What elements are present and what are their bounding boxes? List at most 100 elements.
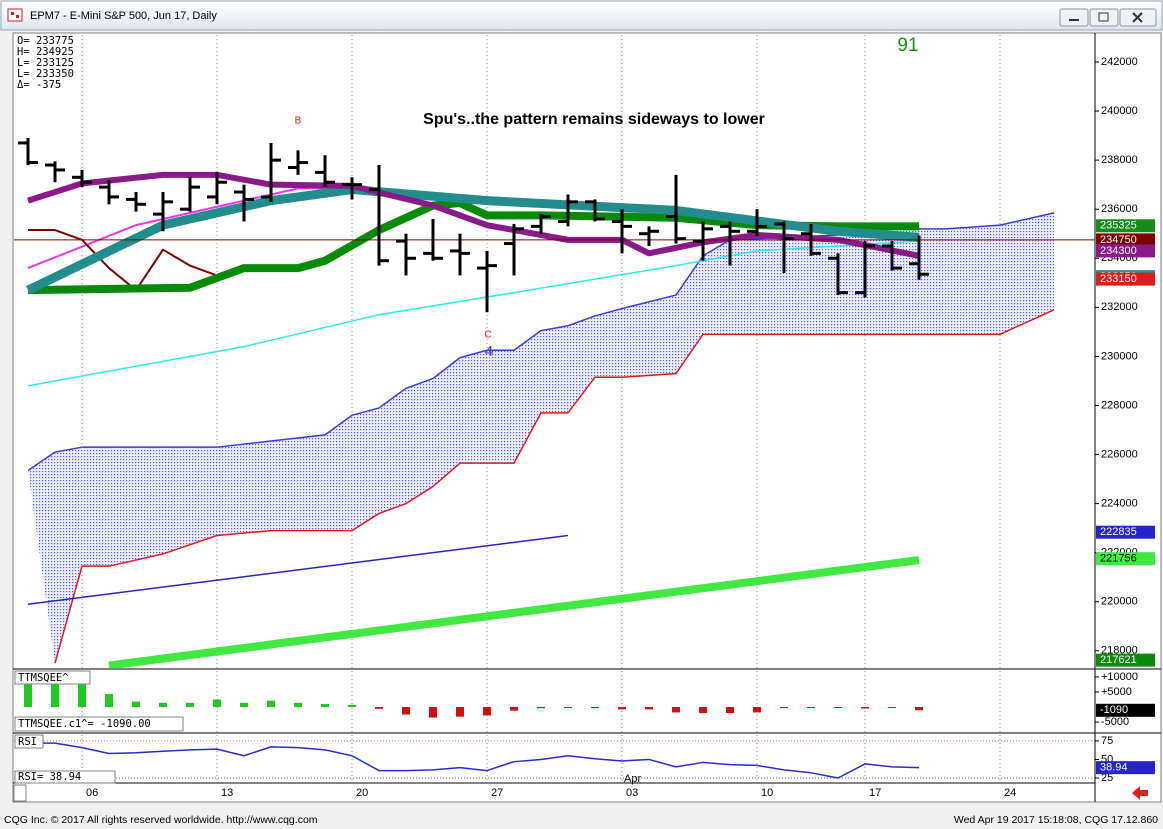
price-tag xyxy=(1096,703,1155,717)
indicator-line xyxy=(108,556,920,668)
panel-title: RSI xyxy=(18,736,37,748)
price-tag xyxy=(1096,552,1155,566)
y-tick-label: 220000 xyxy=(1101,596,1138,608)
indicator-line xyxy=(28,229,218,292)
histogram-bar xyxy=(132,701,140,708)
histogram-bar xyxy=(564,707,572,709)
x-tick-label: 03 xyxy=(626,787,638,799)
y-tick-label: -5000 xyxy=(1101,716,1129,728)
indicator-line xyxy=(27,171,920,259)
x-tick-label: 13 xyxy=(221,787,233,799)
histogram-bar xyxy=(186,702,194,708)
histogram-bar xyxy=(807,707,815,709)
app-icon xyxy=(7,8,23,22)
readout-line: L= 233125 xyxy=(17,57,74,69)
indicator-line xyxy=(28,742,920,779)
x-tick-label: 10 xyxy=(761,787,773,799)
footer-right: Wed Apr 19 2017 15:18:08, CQG 17.12.860 xyxy=(954,814,1158,826)
x-tick-label: 24 xyxy=(1004,787,1016,799)
histogram-bar xyxy=(348,704,356,708)
histogram-bar xyxy=(294,702,302,708)
cloud-fill xyxy=(28,212,1054,664)
panel-label-box xyxy=(14,770,116,784)
histogram-bar xyxy=(267,700,275,708)
price-tag xyxy=(1096,272,1155,286)
window-title: EPM7 - E-Mini S&P 500, Jun 17, Daily xyxy=(30,10,217,22)
histogram-bar xyxy=(240,702,248,708)
indicator-line xyxy=(27,534,569,605)
close-glyph xyxy=(1132,12,1143,23)
chart-area xyxy=(12,32,1162,803)
histogram-bar xyxy=(618,707,626,710)
readout-line: O= 233775 xyxy=(17,35,74,47)
histogram-bar xyxy=(915,707,923,711)
panel-label-box xyxy=(14,716,184,732)
price-tag-label: 235325 xyxy=(1100,220,1137,232)
price-tag-label: 234750 xyxy=(1100,234,1137,246)
corner-box[interactable] xyxy=(13,784,27,802)
histogram-bar xyxy=(402,707,410,715)
y-tick-label: 238000 xyxy=(1101,154,1138,166)
y-tick-label: 242000 xyxy=(1101,56,1138,68)
readout-line: H= 234925 xyxy=(17,46,74,58)
indicator-line xyxy=(27,199,919,295)
panel-title: TTMSQEE^ xyxy=(18,672,69,684)
histogram-bar xyxy=(429,707,437,718)
price-tag xyxy=(1096,653,1155,667)
y-tick-label: 25 xyxy=(1101,772,1113,784)
footer-left: CQG Inc. © 2017 All rights reserved worl… xyxy=(4,814,318,826)
indicator-line xyxy=(54,309,1055,664)
histogram-bar xyxy=(591,707,599,709)
y-tick-label: 236000 xyxy=(1101,203,1138,215)
y-tick-label: 75 xyxy=(1101,735,1113,747)
x-tick-label: 17 xyxy=(869,787,881,799)
histogram-bar xyxy=(537,707,545,709)
price-tag-label: 217621 xyxy=(1100,654,1137,666)
restore-button[interactable] xyxy=(1089,8,1119,27)
panel-label-box xyxy=(14,670,91,685)
histogram-bar xyxy=(753,707,761,713)
histogram-bar xyxy=(24,684,32,708)
panel-label-box xyxy=(14,734,44,749)
price-tag xyxy=(1096,761,1155,775)
price-tag-label: 38.94 xyxy=(1100,762,1128,774)
histogram-bar xyxy=(699,707,707,714)
panel-readout: RSI= 38.94 xyxy=(18,771,81,783)
readout-line: L= 233350 xyxy=(17,68,74,80)
histogram-bar xyxy=(861,707,869,709)
histogram-bar xyxy=(213,699,221,708)
y-tick-label: 230000 xyxy=(1101,350,1138,362)
price-tag xyxy=(1096,525,1155,539)
histogram-bar xyxy=(78,684,86,708)
minimize-button[interactable] xyxy=(1059,8,1089,27)
histogram-bar xyxy=(780,707,788,709)
price-tag-label: -1090 xyxy=(1100,704,1128,716)
y-tick-label: 228000 xyxy=(1101,399,1138,411)
app-icon-dot xyxy=(11,12,14,15)
price-tag-label: 233150 xyxy=(1100,273,1137,285)
price-tag-label: 222835 xyxy=(1100,526,1137,538)
histogram-bar xyxy=(321,704,329,708)
main-plot xyxy=(14,138,1095,668)
scroll-arrow[interactable] xyxy=(1132,786,1148,800)
histogram-bar xyxy=(834,707,842,709)
y-tick-label: +10000 xyxy=(1101,671,1138,683)
restore-glyph xyxy=(1098,12,1109,22)
histogram-bar xyxy=(159,702,167,708)
histogram-bar xyxy=(726,707,734,714)
app-icon-dot xyxy=(16,15,19,18)
title-bar xyxy=(0,0,1163,31)
histogram-bar xyxy=(510,707,518,711)
price-tag xyxy=(1096,219,1155,233)
headline: Spu's..the pattern remains sideways to l… xyxy=(423,111,765,128)
y-tick-label: 240000 xyxy=(1101,105,1138,117)
readout-line: Δ= -375 xyxy=(17,79,61,91)
y-tick-label: +5000 xyxy=(1101,686,1132,698)
y-tick-label: 232000 xyxy=(1101,301,1138,313)
histogram-bar xyxy=(645,707,653,710)
marker-4: 4 xyxy=(485,343,493,360)
histogram-bar xyxy=(483,707,491,716)
histogram-bar xyxy=(456,707,464,717)
